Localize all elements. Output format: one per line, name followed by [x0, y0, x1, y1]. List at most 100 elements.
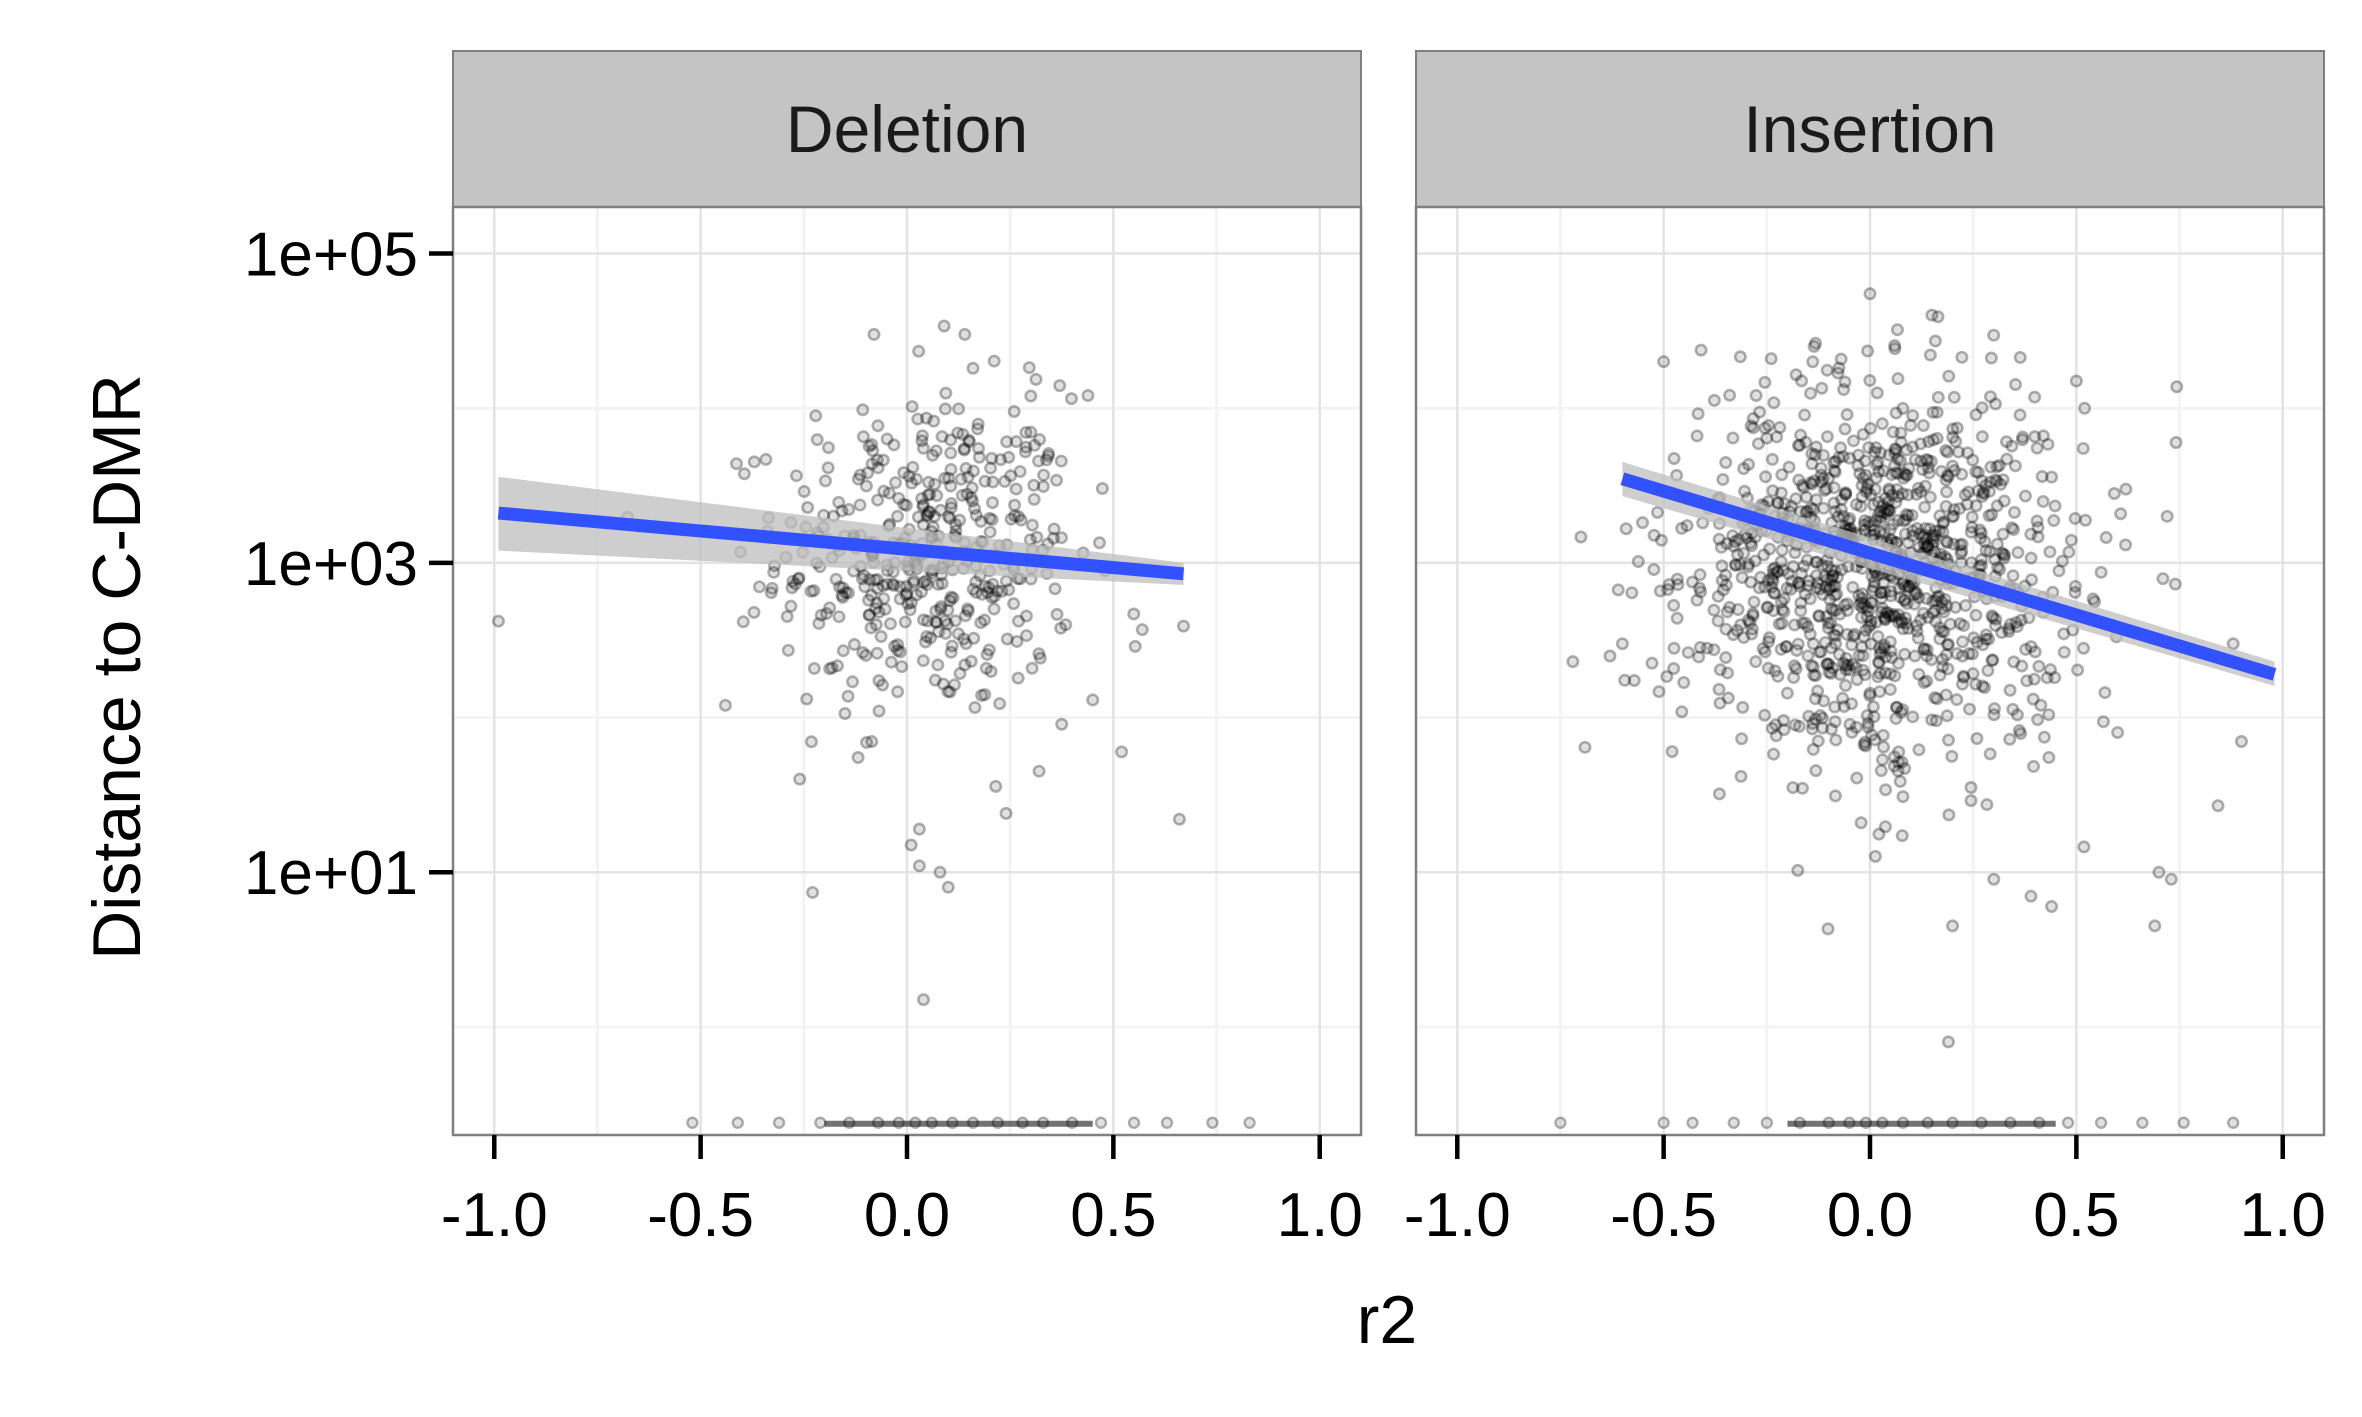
- data-point: [1980, 798, 1994, 812]
- data-point: [1749, 389, 1763, 403]
- data-point: [1774, 642, 1788, 656]
- data-point: [1832, 647, 1846, 661]
- data-point: [1036, 480, 1050, 494]
- data-point: [1769, 718, 1783, 732]
- data-point: [1911, 631, 1925, 645]
- data-point: [1889, 406, 1903, 420]
- data-point: [1908, 587, 1922, 601]
- data-point: [1894, 705, 1908, 719]
- data-point: [1910, 619, 1924, 633]
- data-point: [1852, 648, 1866, 662]
- data-point: [1772, 617, 1786, 631]
- data-point: [1874, 586, 1888, 600]
- data-point: [1941, 662, 1955, 676]
- data-point: [981, 585, 995, 599]
- data-point: [1771, 669, 1785, 683]
- data-point: [1815, 381, 1829, 395]
- data-point: [1773, 420, 1787, 434]
- data-point: [1809, 669, 1823, 683]
- data-point: [1618, 673, 1632, 687]
- data-point: [969, 508, 983, 522]
- data-point: [1929, 614, 1943, 628]
- data-point: [935, 577, 949, 591]
- data-point: [929, 615, 943, 629]
- data-point: [2048, 671, 2062, 685]
- data-point: [1969, 408, 1983, 422]
- data-point: [929, 604, 943, 618]
- data-point: [1891, 764, 1905, 778]
- data-point: [1836, 691, 1850, 705]
- data-point: [2013, 408, 2027, 422]
- data-point: [1956, 669, 1970, 683]
- data-point: [1832, 450, 1846, 464]
- data-point: [1985, 609, 1999, 623]
- data-point: [1740, 531, 1754, 545]
- data-point: [1920, 674, 1934, 688]
- data-point: [999, 806, 1013, 820]
- data-point: [1719, 651, 1733, 665]
- x-tick-label: 1.0: [2240, 1181, 2326, 1250]
- zero-point: [1160, 1116, 1174, 1129]
- data-point: [1826, 604, 1840, 618]
- data-point: [1777, 605, 1791, 619]
- data-point: [1821, 621, 1835, 635]
- data-point: [1861, 344, 1875, 358]
- data-point: [1931, 390, 1945, 404]
- data-point: [1662, 578, 1676, 592]
- data-point: [1741, 613, 1755, 627]
- data-point: [1877, 575, 1891, 589]
- data-point: [1009, 482, 1023, 496]
- data-point: [1818, 636, 1832, 650]
- data-point: [1933, 668, 1947, 682]
- data-point: [1894, 613, 1908, 627]
- data-point: [856, 403, 870, 417]
- data-point: [2057, 645, 2071, 659]
- data-point: [1667, 598, 1681, 612]
- data-point: [1745, 627, 1759, 641]
- data-point: [938, 471, 952, 485]
- data-point: [893, 645, 907, 659]
- data-point: [1868, 849, 1882, 863]
- data-point: [1889, 495, 1903, 509]
- data-point: [1923, 348, 1937, 362]
- data-point: [1762, 635, 1776, 649]
- data-point: [1906, 710, 1920, 724]
- data-point: [1726, 431, 1740, 445]
- data-point: [1985, 653, 1999, 667]
- data-point: [1566, 655, 1580, 669]
- data-point: [1979, 628, 1993, 642]
- data-point: [1713, 696, 1727, 710]
- data-point: [914, 585, 928, 599]
- data-point: [1843, 717, 1857, 731]
- data-point: [839, 586, 853, 600]
- data-point: [876, 453, 890, 467]
- data-point: [1839, 679, 1853, 693]
- data-point: [1721, 691, 1735, 705]
- data-point: [1990, 460, 2004, 474]
- data-point: [1813, 709, 1827, 723]
- data-point: [1871, 509, 1885, 523]
- x-tick-label: 0.5: [1070, 1181, 1156, 1250]
- data-point: [926, 448, 940, 462]
- data-point: [1953, 502, 1967, 516]
- data-point: [1901, 622, 1915, 636]
- data-point: [860, 735, 874, 749]
- data-point: [1776, 563, 1790, 577]
- data-point: [1050, 473, 1064, 487]
- data-point: [1680, 519, 1694, 533]
- data-point: [1872, 656, 1886, 670]
- data-point: [2000, 435, 2014, 449]
- data-point: [1692, 650, 1706, 664]
- data-point: [1027, 478, 1041, 492]
- data-point: [1711, 614, 1725, 628]
- data-point: [1941, 638, 1955, 652]
- data-point: [1956, 635, 1970, 649]
- data-point: [1024, 389, 1038, 403]
- data-point: [1843, 512, 1857, 526]
- data-point: [1897, 466, 1911, 480]
- data-point: [867, 327, 881, 341]
- data-point: [1726, 628, 1740, 642]
- data-point: [1929, 714, 1943, 728]
- data-point: [1824, 573, 1838, 587]
- data-point: [1983, 747, 1997, 761]
